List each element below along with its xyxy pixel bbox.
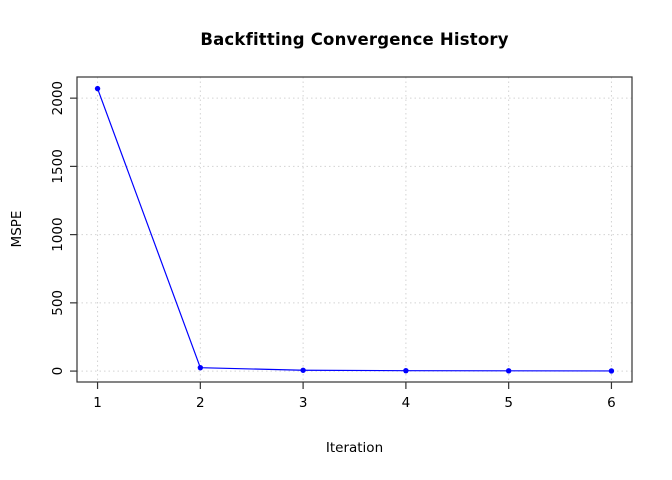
data-point (403, 367, 409, 374)
x-tick-label: 6 (607, 395, 616, 411)
x-axis-label: Iteration (325, 440, 384, 456)
y-axis-label: MSPE (9, 210, 25, 248)
y-tick-label: 1500 (50, 149, 66, 183)
y-tick-label: 2000 (50, 81, 66, 115)
x-tick-label: 3 (299, 395, 308, 411)
chart-title: Backfitting Convergence History (200, 30, 509, 49)
x-tick-label: 2 (196, 395, 205, 411)
x-tick-label: 1 (93, 395, 102, 411)
data-line (96, 88, 612, 372)
y-tick-label: 0 (50, 367, 66, 376)
data-point (505, 368, 512, 374)
y-tick-label: 500 (50, 290, 66, 316)
data-point (608, 368, 615, 374)
y-tick-label: 1000 (50, 217, 66, 251)
x-tick-label: 5 (504, 395, 513, 411)
x-tick-label: 4 (402, 395, 411, 411)
data-point (300, 367, 306, 373)
data-point (94, 85, 101, 92)
data-point (197, 364, 204, 371)
plot-box (76, 76, 633, 383)
